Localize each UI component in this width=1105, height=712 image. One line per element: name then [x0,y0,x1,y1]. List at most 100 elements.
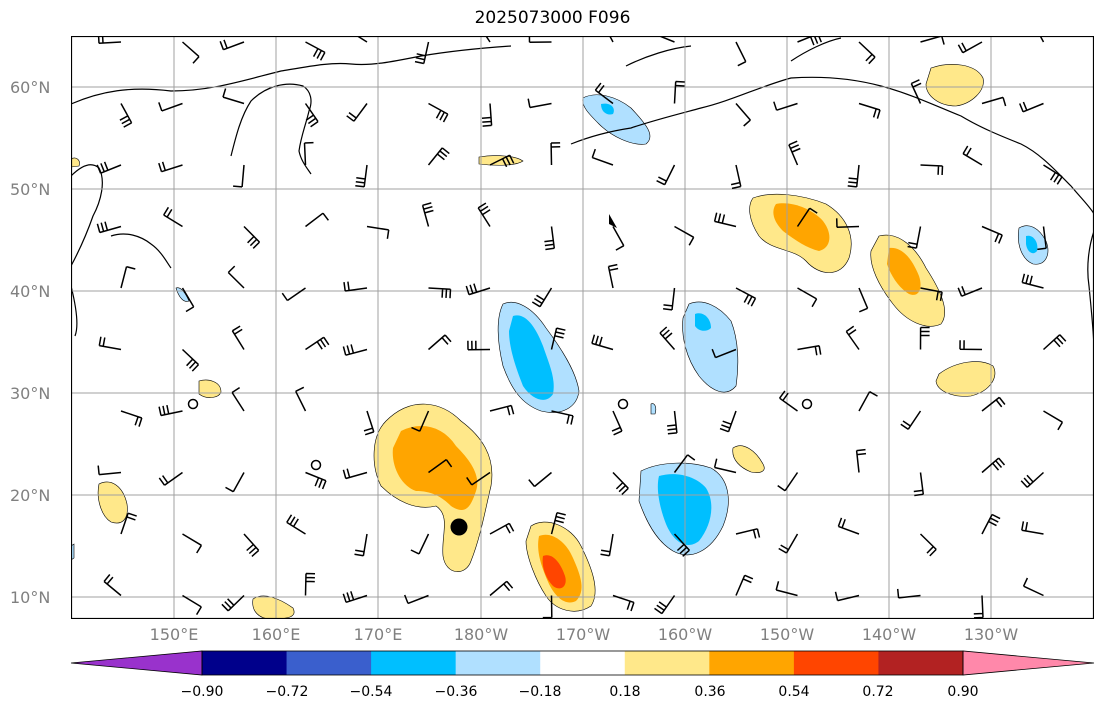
wind-barb [981,396,1006,412]
colorbar-tick-label: −0.36 [434,684,478,700]
wind-barb [847,164,860,188]
wind-barb [719,410,737,433]
wind-barb [304,103,319,128]
wind-barb [120,265,136,289]
wind-barb [119,103,133,128]
wind-barb [465,283,491,296]
wind-barb [428,102,449,123]
coastlines [71,37,1094,347]
wind-barb [1021,273,1044,289]
wind-barb [98,336,122,351]
wind-barb [663,287,676,311]
wind-barb [674,225,695,246]
wind-barb [233,164,245,188]
wind-barb [837,517,860,535]
lon-label-160w: 160°W [657,625,713,644]
wind-barb [295,386,307,412]
wind-barb [973,595,984,619]
wind-barb [531,287,553,308]
lon-label-150e: 150°E [149,625,199,644]
wind-barb [1042,334,1067,351]
wind-barb [404,594,429,605]
colorbar-segment [371,651,457,675]
wind-barb [667,410,678,435]
wind-barb [489,522,515,535]
wind-barb [858,391,878,412]
wind-barb [97,465,122,476]
wind-barb [907,226,922,249]
wind-barb [428,334,452,351]
wind-barb [1022,577,1044,597]
wind-barb [428,287,452,299]
wind-barb [342,468,368,480]
wind-barb [366,225,390,239]
lon-label-150w: 150°W [759,625,815,644]
wind-barb [959,340,983,351]
wind-barb [735,287,757,307]
wind-barb [775,581,798,597]
wind-barb [612,226,625,251]
wind-barb [489,154,515,168]
lat-label-10n: 10°N [10,588,51,607]
lat-label-30n: 30°N [10,384,51,403]
colorbar-segment [455,651,541,675]
wind-barb [305,471,327,490]
wind-barb [227,265,245,289]
graticule [71,36,1094,619]
colorbar-tick-label: −0.18 [518,684,562,700]
wind-barb [481,103,493,127]
wind-barb [346,103,368,122]
wind-barb [343,281,368,292]
wind-barb [657,36,675,43]
wind-barb [612,594,635,612]
wind-barb [962,145,983,166]
lon-label-130w: 130°W [963,625,1019,644]
wind-barb [735,41,747,67]
colorbar-segment [709,651,795,675]
map-panel [71,36,1094,619]
wind-barb [467,340,491,351]
wind-barb [243,225,261,249]
storm-center-marker [450,518,468,536]
wind-barb [1037,226,1047,251]
wind-barb [600,533,614,557]
wind-barb [414,41,430,65]
wind-barb [957,41,983,54]
wind-barb [528,471,552,488]
colorbar-tick-label: 0.36 [694,684,726,700]
wind-barb [855,448,867,473]
wind-barb [910,79,922,104]
wind-barb [919,326,930,350]
wind-barb [981,457,1006,474]
wind-barb [120,410,143,427]
wind-barb [896,588,921,599]
wind-barb [363,410,375,436]
wind-barb [711,348,737,359]
wind-barb [1019,101,1044,113]
wind-barb [730,164,742,190]
wind-barb [659,326,676,350]
colorbar-tick-label: 0.72 [862,684,894,700]
lat-label-60n: 60°N [10,78,51,97]
wind-barb [528,36,552,43]
wind-barb [735,528,761,539]
colorbar-segment [202,651,288,675]
wind-barb [735,103,751,127]
wind-barb [181,348,200,372]
wind-barb [355,164,368,188]
wind-barb [591,148,614,166]
lon-label-170w: 170°W [555,625,611,644]
lat-label-50n: 50°N [10,180,51,199]
wind-barbs [96,36,1067,619]
wind-barb [222,88,245,105]
wind-barb [673,533,690,557]
wind-barb [612,471,629,496]
wind-barb [673,454,696,473]
wind-barb [411,410,430,432]
lon-label-140w: 140°W [861,625,917,644]
wind-barb [713,458,737,474]
wind-barb [527,98,552,109]
wind-barb [221,594,245,612]
wind-barb [550,327,566,350]
wind-barb [1020,471,1045,488]
